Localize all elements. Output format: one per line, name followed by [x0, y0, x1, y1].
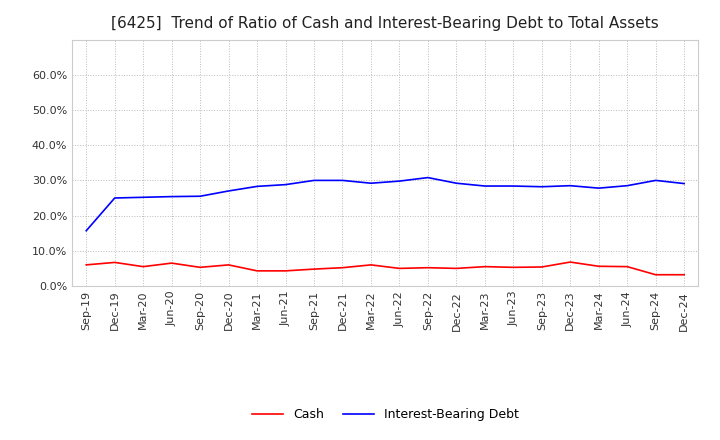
Cash — [338, 265, 347, 270]
Cash — [282, 268, 290, 274]
Interest-Bearing Debt — [167, 194, 176, 199]
Cash — [82, 262, 91, 268]
Interest-Bearing Debt — [338, 178, 347, 183]
Line: Interest-Bearing Debt: Interest-Bearing Debt — [86, 178, 684, 231]
Cash — [310, 267, 318, 272]
Cash — [196, 265, 204, 270]
Cash — [423, 265, 432, 270]
Interest-Bearing Debt — [82, 228, 91, 233]
Cash — [652, 272, 660, 277]
Cash — [395, 266, 404, 271]
Interest-Bearing Debt — [509, 183, 518, 189]
Interest-Bearing Debt — [680, 181, 688, 186]
Interest-Bearing Debt — [225, 188, 233, 194]
Interest-Bearing Debt — [652, 178, 660, 183]
Interest-Bearing Debt — [253, 184, 261, 189]
Interest-Bearing Debt — [366, 180, 375, 186]
Interest-Bearing Debt — [452, 180, 461, 186]
Cash — [509, 265, 518, 270]
Legend: Cash, Interest-Bearing Debt: Cash, Interest-Bearing Debt — [247, 403, 523, 426]
Interest-Bearing Debt — [623, 183, 631, 188]
Cash — [366, 262, 375, 268]
Interest-Bearing Debt — [595, 186, 603, 191]
Interest-Bearing Debt — [537, 184, 546, 189]
Cash — [680, 272, 688, 277]
Interest-Bearing Debt — [423, 175, 432, 180]
Interest-Bearing Debt — [310, 178, 318, 183]
Interest-Bearing Debt — [196, 194, 204, 199]
Cash — [225, 262, 233, 268]
Cash — [139, 264, 148, 269]
Cash — [566, 260, 575, 265]
Cash — [537, 264, 546, 270]
Cash — [253, 268, 261, 274]
Cash — [480, 264, 489, 269]
Line: Cash: Cash — [86, 262, 684, 275]
Interest-Bearing Debt — [480, 183, 489, 189]
Interest-Bearing Debt — [110, 195, 119, 201]
Cash — [452, 266, 461, 271]
Interest-Bearing Debt — [282, 182, 290, 187]
Title: [6425]  Trend of Ratio of Cash and Interest-Bearing Debt to Total Assets: [6425] Trend of Ratio of Cash and Intere… — [112, 16, 659, 32]
Cash — [595, 264, 603, 269]
Interest-Bearing Debt — [395, 179, 404, 184]
Cash — [110, 260, 119, 265]
Cash — [623, 264, 631, 269]
Interest-Bearing Debt — [566, 183, 575, 188]
Cash — [167, 260, 176, 266]
Interest-Bearing Debt — [139, 194, 148, 200]
